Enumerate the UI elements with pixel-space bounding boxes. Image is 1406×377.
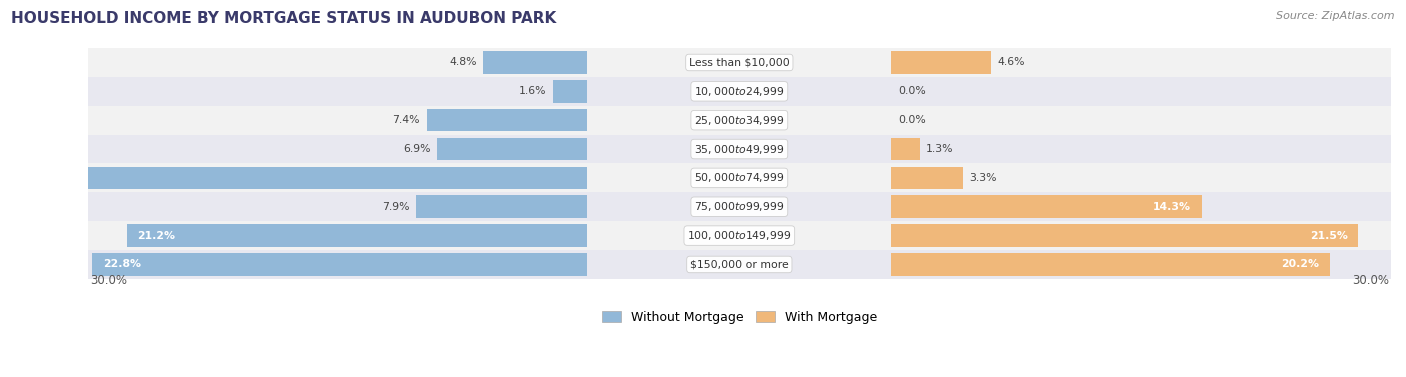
Text: Source: ZipAtlas.com: Source: ZipAtlas.com (1277, 11, 1395, 21)
Bar (87, 192, 1391, 221)
Text: 0.0%: 0.0% (898, 86, 925, 97)
Text: $25,000 to $34,999: $25,000 to $34,999 (695, 114, 785, 127)
Text: 21.2%: 21.2% (138, 231, 176, 241)
Bar (87, 135, 1391, 164)
Text: $50,000 to $74,999: $50,000 to $74,999 (695, 172, 785, 184)
Bar (87, 221, 1391, 250)
Text: 20.2%: 20.2% (1281, 259, 1319, 270)
Bar (87, 77, 1391, 106)
Bar (87, 250, 1391, 279)
Bar (416, 196, 588, 218)
Text: 30.0%: 30.0% (90, 274, 127, 287)
Bar (0, 167, 588, 189)
Text: 6.9%: 6.9% (404, 144, 430, 154)
Text: $100,000 to $149,999: $100,000 to $149,999 (688, 229, 792, 242)
Text: 0.0%: 0.0% (898, 115, 925, 125)
Text: 7.4%: 7.4% (392, 115, 420, 125)
Text: $75,000 to $99,999: $75,000 to $99,999 (695, 200, 785, 213)
Bar (891, 51, 991, 74)
Text: 1.3%: 1.3% (927, 144, 953, 154)
Bar (91, 253, 588, 276)
Bar (87, 106, 1391, 135)
Text: 14.3%: 14.3% (1153, 202, 1191, 212)
Text: 22.8%: 22.8% (103, 259, 141, 270)
Bar (891, 253, 1330, 276)
Text: $35,000 to $49,999: $35,000 to $49,999 (695, 143, 785, 156)
Text: $10,000 to $24,999: $10,000 to $24,999 (695, 85, 785, 98)
Text: 27.5%: 27.5% (1, 173, 39, 183)
Text: 7.9%: 7.9% (381, 202, 409, 212)
Text: 1.6%: 1.6% (519, 86, 546, 97)
Bar (437, 138, 588, 160)
Text: 21.5%: 21.5% (1309, 231, 1347, 241)
Text: $150,000 or more: $150,000 or more (690, 259, 789, 270)
Bar (87, 48, 1391, 77)
Bar (127, 224, 588, 247)
Bar (87, 164, 1391, 192)
Bar (553, 80, 588, 103)
Text: 3.3%: 3.3% (970, 173, 997, 183)
Bar (891, 224, 1358, 247)
Text: HOUSEHOLD INCOME BY MORTGAGE STATUS IN AUDUBON PARK: HOUSEHOLD INCOME BY MORTGAGE STATUS IN A… (11, 11, 557, 26)
Text: 4.8%: 4.8% (449, 57, 477, 67)
Bar (891, 167, 963, 189)
Bar (891, 138, 920, 160)
Text: Less than $10,000: Less than $10,000 (689, 57, 790, 67)
Bar (426, 109, 588, 132)
Text: 30.0%: 30.0% (1351, 274, 1389, 287)
Legend: Without Mortgage, With Mortgage: Without Mortgage, With Mortgage (598, 307, 880, 328)
Bar (891, 196, 1202, 218)
Bar (484, 51, 588, 74)
Text: 4.6%: 4.6% (998, 57, 1025, 67)
